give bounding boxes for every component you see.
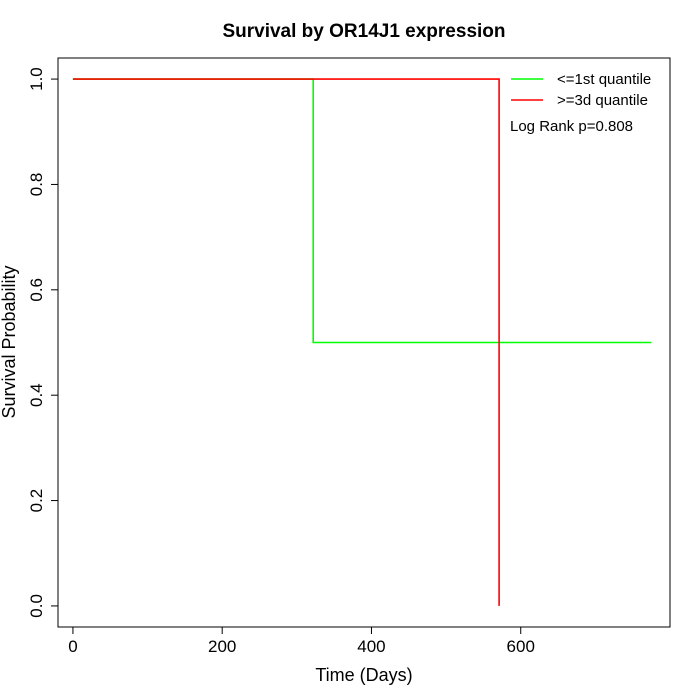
y-tick-label: 0.6: [27, 278, 46, 302]
y-axis: 0.0 0.2 0.4 0.6 0.8 1.0: [27, 67, 59, 618]
x-tick-label: 200: [208, 637, 236, 656]
x-axis: 0 200 400 600: [68, 626, 535, 656]
x-axis-label: Time (Days): [315, 665, 412, 685]
series-line-high-quantile: [72, 78, 500, 606]
series-layer: [72, 78, 652, 606]
x-tick-label: 0: [68, 637, 77, 656]
legend-label-low-quantile: <=1st quantile: [557, 71, 651, 88]
legend-label-high-quantile: >=3d quantile: [557, 92, 648, 109]
y-axis-label: Survival Probability: [0, 265, 19, 418]
y-tick-label: 0.2: [27, 489, 46, 513]
y-tick-label: 0.8: [27, 173, 46, 197]
x-tick-label: 600: [507, 637, 535, 656]
x-tick-label: 400: [357, 637, 385, 656]
y-tick-label: 0.0: [27, 594, 46, 618]
chart-title: Survival by OR14J1 expression: [222, 21, 505, 42]
y-tick-label: 0.4: [27, 383, 46, 407]
legend: <=1st quantile >=3d quantile: [511, 71, 651, 109]
log-rank-annotation: Log Rank p=0.808: [510, 118, 633, 135]
y-tick-label: 1.0: [27, 67, 46, 91]
